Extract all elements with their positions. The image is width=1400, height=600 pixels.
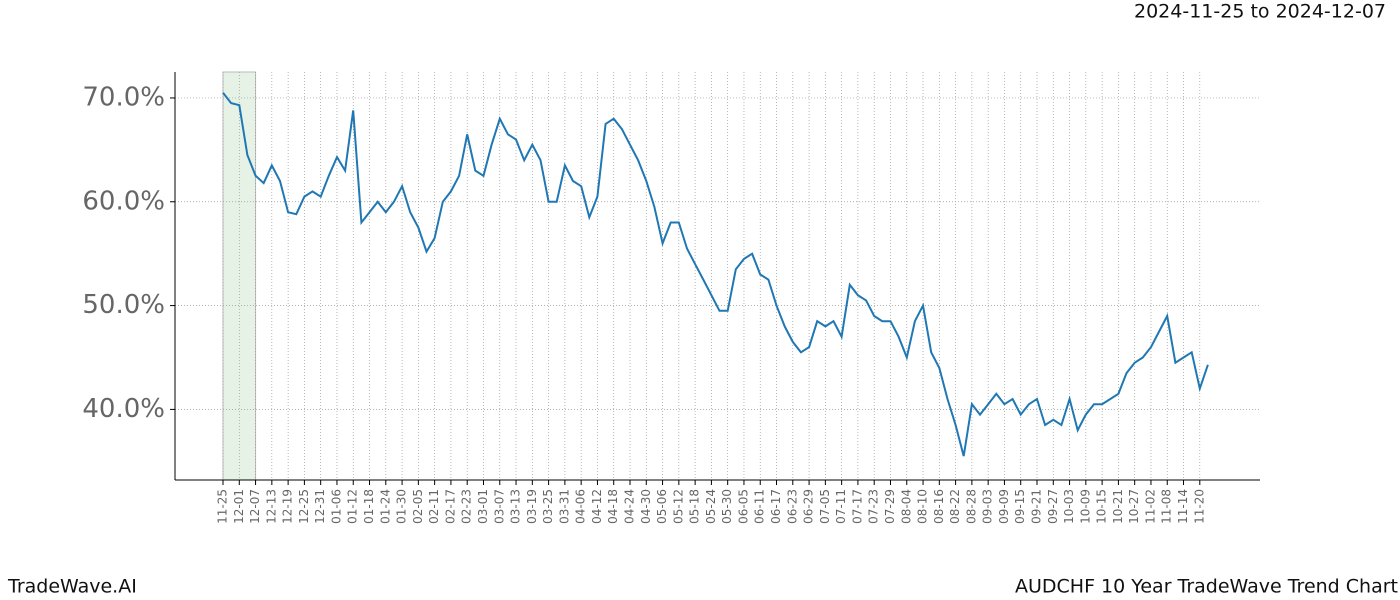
x-tick-label: 09-21 bbox=[1030, 489, 1044, 524]
x-tick-label: 01-12 bbox=[346, 489, 360, 524]
x-tick-label: 07-23 bbox=[867, 489, 881, 524]
x-tick-label: 12-01 bbox=[232, 489, 246, 524]
x-tick-label: 02-23 bbox=[460, 489, 474, 524]
x-tick-label: 03-07 bbox=[492, 489, 506, 524]
x-tick-label: 10-27 bbox=[1127, 489, 1141, 524]
x-tick-label: 05-18 bbox=[688, 489, 702, 524]
x-tick-label: 06-29 bbox=[802, 489, 816, 524]
x-tick-label: 11-08 bbox=[1160, 489, 1174, 524]
x-tick-label: 10-15 bbox=[1095, 489, 1109, 524]
x-tick-label: 11-25 bbox=[216, 489, 230, 524]
x-tick-label: 03-25 bbox=[541, 489, 555, 524]
x-tick-label: 04-18 bbox=[606, 489, 620, 524]
price-line bbox=[222, 92, 1209, 457]
x-tick-label: 05-30 bbox=[720, 489, 734, 524]
x-tick-label: 01-30 bbox=[395, 489, 409, 524]
x-tick-label: 03-31 bbox=[557, 489, 571, 524]
x-tick-label: 05-12 bbox=[671, 489, 685, 524]
x-tick-label: 12-07 bbox=[248, 489, 262, 524]
y-tick-label: 60.0% bbox=[82, 186, 165, 216]
date-range: 2024-11-25 to 2024-12-07 bbox=[1134, 1, 1386, 23]
x-tick-label: 04-24 bbox=[623, 489, 637, 524]
x-tick-label: 09-03 bbox=[981, 489, 995, 524]
x-tick-label: 08-22 bbox=[948, 489, 962, 524]
y-tick-label: 40.0% bbox=[82, 394, 165, 424]
x-tick-label: 08-10 bbox=[916, 489, 930, 524]
x-tick-label: 12-19 bbox=[281, 489, 295, 524]
x-tick-label: 06-11 bbox=[753, 489, 767, 524]
x-tick-label: 07-29 bbox=[883, 489, 897, 524]
x-tick-label: 07-11 bbox=[834, 489, 848, 524]
brand: TradeWave.AI bbox=[7, 576, 137, 598]
x-tick-label: 07-17 bbox=[850, 489, 864, 524]
x-tick-label: 03-13 bbox=[509, 489, 523, 524]
x-tick-label: 01-24 bbox=[378, 489, 392, 524]
x-tick-label: 01-18 bbox=[362, 489, 376, 524]
x-tick-label: 04-12 bbox=[590, 489, 604, 524]
x-tick-label: 05-06 bbox=[655, 489, 669, 524]
chart-title: AUDCHF 10 Year TradeWave Trend Chart bbox=[1015, 576, 1398, 598]
x-tick-label: 12-31 bbox=[313, 489, 327, 524]
x-tick-label: 11-02 bbox=[1143, 489, 1157, 524]
x-tick-label: 12-25 bbox=[297, 489, 311, 524]
x-tick-label: 06-23 bbox=[785, 489, 799, 524]
x-tick-label: 06-05 bbox=[736, 489, 750, 524]
x-tick-label: 10-09 bbox=[1078, 489, 1092, 524]
x-tick-label: 08-04 bbox=[899, 489, 913, 524]
x-tick-label: 09-09 bbox=[997, 489, 1011, 524]
y-tick-label: 50.0% bbox=[82, 290, 165, 320]
x-tick-label: 08-16 bbox=[932, 489, 946, 524]
x-tick-label: 02-11 bbox=[427, 489, 441, 524]
x-tick-label: 05-24 bbox=[704, 489, 718, 524]
x-tick-label: 03-19 bbox=[525, 489, 539, 524]
x-tick-label: 02-17 bbox=[443, 489, 457, 524]
y-tick-label: 70.0% bbox=[82, 82, 165, 112]
x-tick-label: 09-27 bbox=[1046, 489, 1060, 524]
x-tick-label: 02-05 bbox=[411, 489, 425, 524]
x-tick-label: 01-06 bbox=[329, 489, 343, 524]
x-tick-label: 11-14 bbox=[1176, 489, 1190, 524]
x-tick-label: 10-03 bbox=[1062, 489, 1076, 524]
x-tick-label: 08-28 bbox=[964, 489, 978, 524]
x-tick-label: 09-15 bbox=[1013, 489, 1027, 524]
x-tick-label: 11-20 bbox=[1192, 489, 1206, 524]
x-tick-label: 04-30 bbox=[639, 489, 653, 524]
x-tick-label: 07-05 bbox=[818, 489, 832, 524]
x-tick-label: 06-17 bbox=[769, 489, 783, 524]
x-tick-label: 03-01 bbox=[476, 489, 490, 524]
x-tick-label: 10-21 bbox=[1111, 489, 1125, 524]
x-tick-label: 04-06 bbox=[574, 489, 588, 524]
x-tick-label: 12-13 bbox=[264, 489, 278, 524]
